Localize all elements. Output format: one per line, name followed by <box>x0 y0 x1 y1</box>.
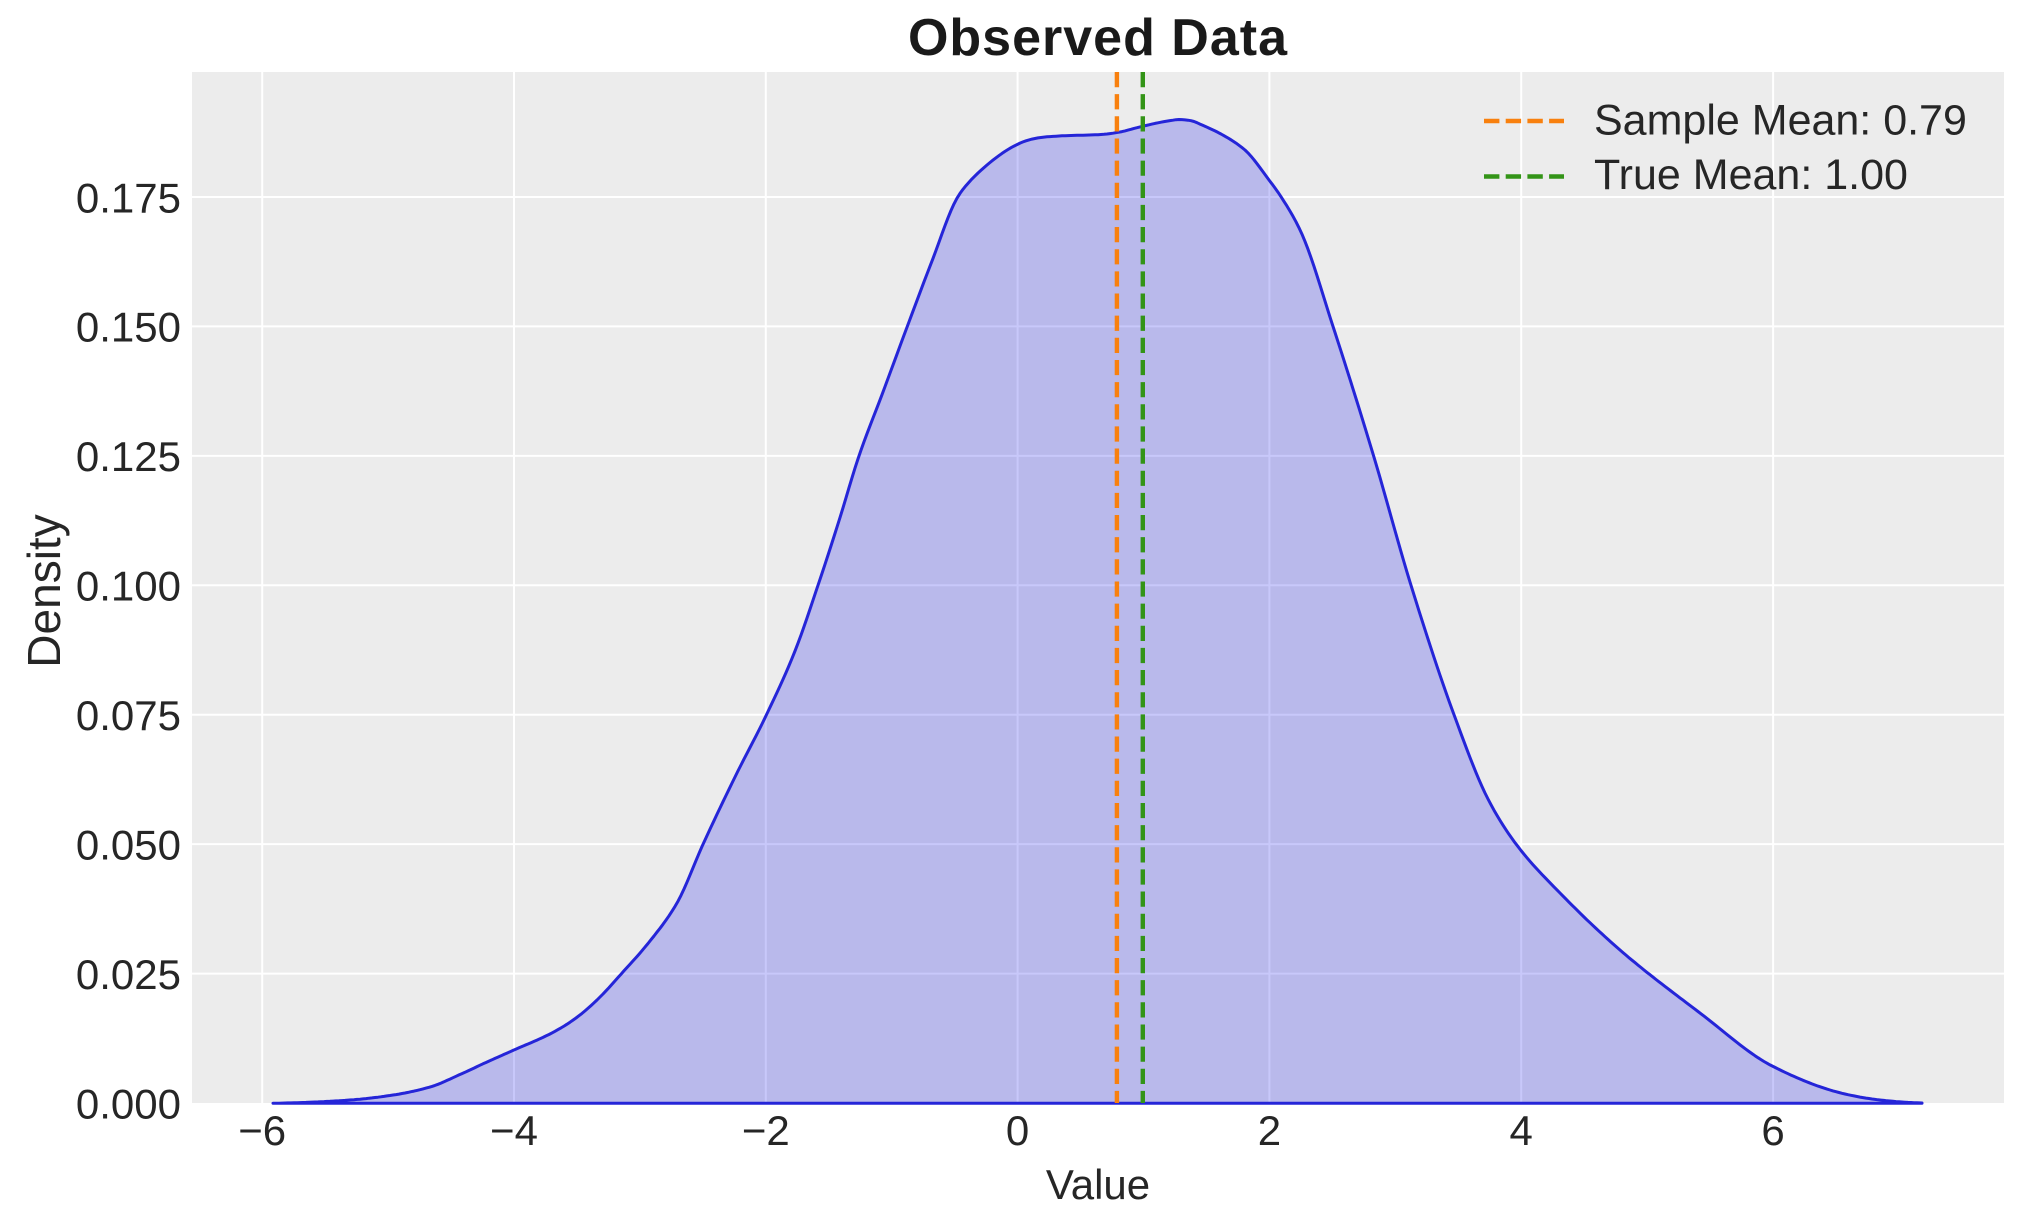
svg-text:0.125: 0.125 <box>76 433 181 480</box>
svg-text:2: 2 <box>1258 1107 1281 1154</box>
svg-text:True Mean: 1.00: True Mean: 1.00 <box>1594 151 1908 199</box>
svg-text:Observed Data: Observed Data <box>908 9 1288 67</box>
svg-text:Sample Mean: 0.79: Sample Mean: 0.79 <box>1594 97 1967 145</box>
svg-text:0: 0 <box>1006 1107 1029 1154</box>
svg-text:Value: Value <box>1046 1161 1150 1208</box>
svg-text:0.025: 0.025 <box>76 951 181 998</box>
svg-text:4: 4 <box>1510 1107 1533 1154</box>
svg-text:0.000: 0.000 <box>76 1080 181 1127</box>
svg-text:0.075: 0.075 <box>76 692 181 739</box>
svg-text:0.050: 0.050 <box>76 821 181 868</box>
svg-text:Density: Density <box>18 514 70 667</box>
svg-text:6: 6 <box>1761 1107 1784 1154</box>
svg-text:−6: −6 <box>238 1107 286 1154</box>
svg-text:−4: −4 <box>490 1107 538 1154</box>
svg-text:0.150: 0.150 <box>76 304 181 351</box>
svg-text:0.100: 0.100 <box>76 563 181 610</box>
svg-text:0.175: 0.175 <box>76 174 181 221</box>
svg-text:−2: −2 <box>742 1107 790 1154</box>
